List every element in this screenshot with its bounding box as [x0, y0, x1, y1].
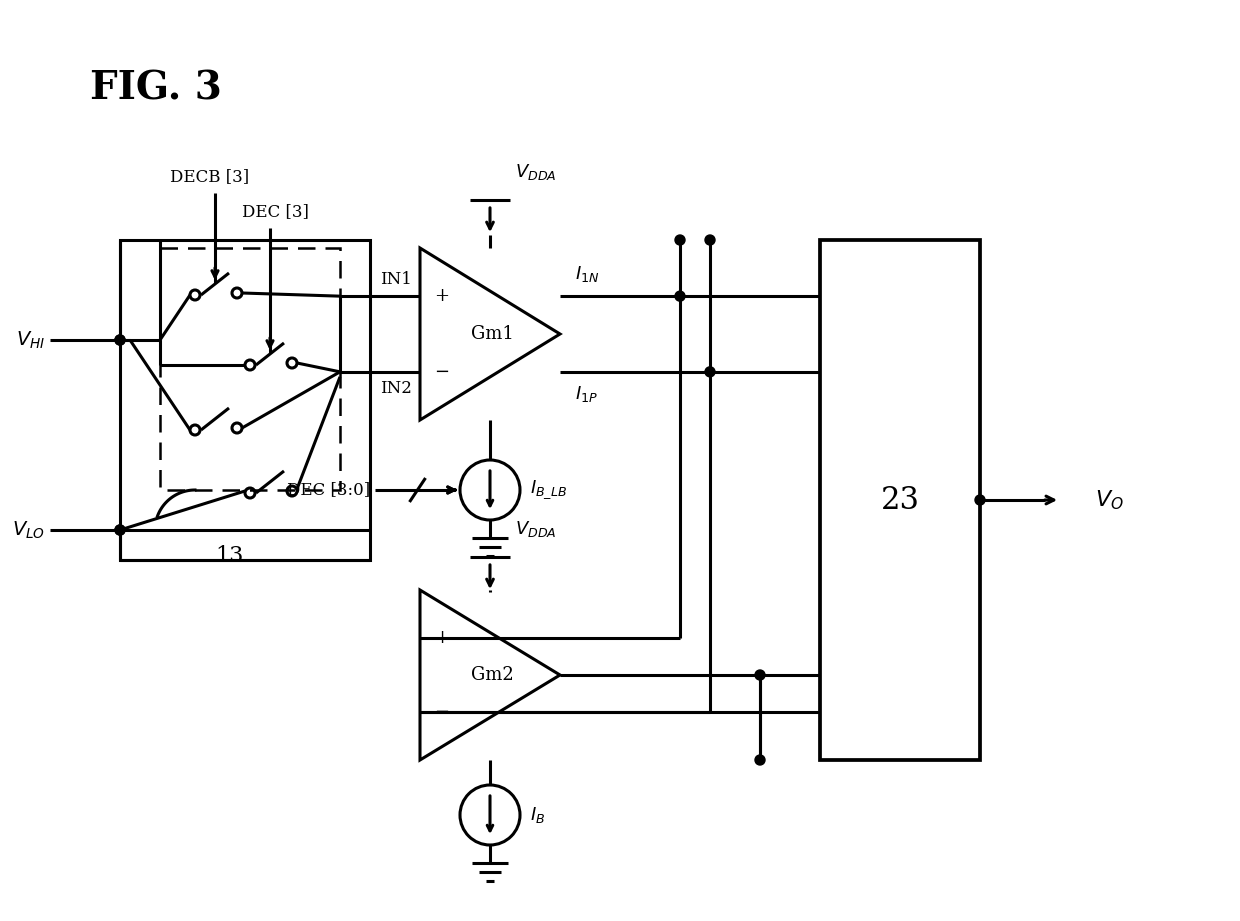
Text: $V_{DDA}$: $V_{DDA}$	[515, 162, 557, 182]
Text: +: +	[434, 629, 449, 647]
Text: $V_O$: $V_O$	[1095, 488, 1123, 512]
Circle shape	[755, 755, 765, 765]
Bar	[160, 248, 340, 490]
Text: −: −	[434, 704, 450, 721]
Circle shape	[706, 235, 715, 245]
Circle shape	[115, 335, 125, 345]
Text: $I_{1P}$: $I_{1P}$	[575, 384, 598, 403]
Text: 13: 13	[216, 545, 244, 567]
Text: 23: 23	[880, 484, 920, 516]
Text: IN1: IN1	[381, 271, 412, 288]
Text: DEC [3]: DEC [3]	[242, 203, 309, 220]
Text: $V_{DDA}$: $V_{DDA}$	[515, 519, 557, 539]
Circle shape	[115, 525, 125, 535]
Circle shape	[706, 367, 715, 377]
Text: Gm2: Gm2	[471, 666, 515, 684]
Circle shape	[975, 495, 985, 505]
Text: DECB [3]: DECB [3]	[170, 168, 249, 185]
Bar	[120, 240, 370, 560]
Text: FIG. 3: FIG. 3	[91, 70, 222, 108]
Circle shape	[675, 291, 684, 301]
Circle shape	[115, 525, 125, 535]
Circle shape	[675, 235, 684, 245]
Text: $I_B$: $I_B$	[529, 805, 546, 825]
Text: IN2: IN2	[381, 379, 412, 397]
Text: DEC [3:0]: DEC [3:0]	[286, 482, 370, 498]
Text: −: −	[434, 363, 450, 381]
Circle shape	[115, 335, 125, 345]
Text: $I_{1N}$: $I_{1N}$	[575, 264, 599, 285]
Bar	[820, 240, 980, 760]
Text: Gm1: Gm1	[471, 325, 515, 343]
Text: $I_{B\_LB}$: $I_{B\_LB}$	[529, 479, 567, 501]
Text: +: +	[434, 287, 449, 305]
Text: $V_{HI}$: $V_{HI}$	[16, 330, 45, 351]
Text: $V_{LO}$: $V_{LO}$	[12, 519, 45, 541]
Circle shape	[755, 670, 765, 680]
